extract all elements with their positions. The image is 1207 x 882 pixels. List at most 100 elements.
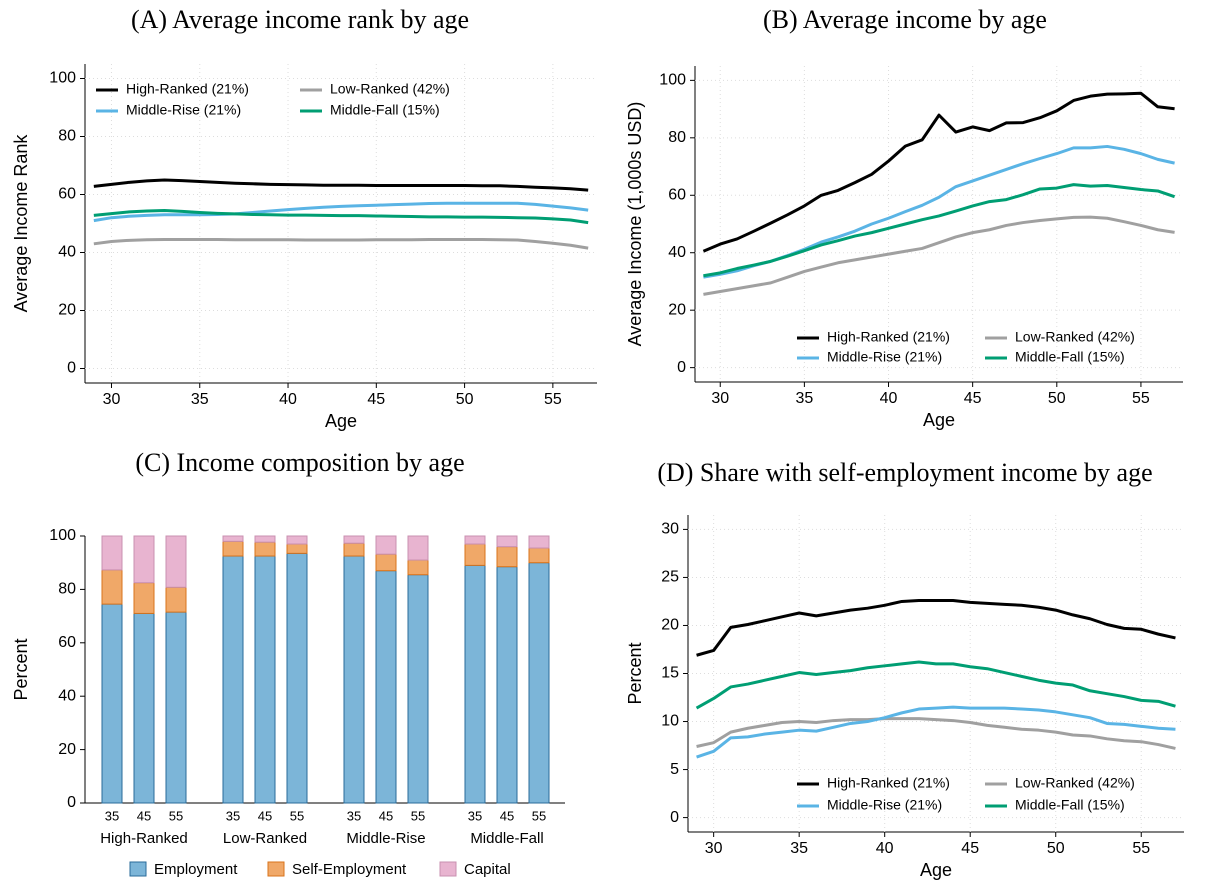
legend-label: Middle-Rise (21%): [827, 349, 942, 365]
series-line: [696, 598, 1176, 657]
x-tick-label: 45: [964, 390, 982, 407]
bar-segment: [286, 535, 308, 545]
x-tick-label: 45: [500, 808, 514, 823]
series-line: [696, 705, 1176, 759]
panel-title: (D) Share with self-employment income by…: [657, 458, 1152, 487]
bar-segment: [496, 535, 518, 548]
bar-segment: [375, 553, 397, 572]
legend-label: Middle-Fall (15%): [1015, 349, 1125, 365]
bar-segment: [343, 542, 365, 557]
legend-swatch: [439, 861, 457, 877]
group-label: Low-Ranked: [223, 830, 307, 847]
legend-label: High-Ranked (21%): [827, 775, 950, 791]
y-tick-label: 100: [659, 72, 686, 89]
bar-segment: [133, 535, 155, 584]
x-axis-title: Age: [923, 410, 955, 430]
group-label: Middle-Rise: [346, 830, 425, 847]
x-tick-label: 55: [532, 808, 546, 823]
legend-swatch: [267, 861, 285, 877]
series-line: [696, 717, 1176, 750]
bar-segment: [165, 586, 187, 613]
bar-segment: [496, 566, 518, 804]
x-tick-label: 55: [1132, 840, 1150, 857]
y-tick-label: 30: [661, 521, 679, 538]
y-tick-label: 40: [58, 687, 76, 704]
legend-label: Middle-Rise (21%): [126, 102, 241, 118]
x-axis-title: Age: [325, 411, 357, 431]
x-tick-label: 50: [1047, 840, 1065, 857]
x-tick-label: 50: [456, 391, 474, 408]
x-tick-label: 50: [1048, 390, 1066, 407]
bar-segment: [528, 535, 550, 549]
y-tick-label: 60: [58, 634, 76, 651]
y-axis-title: Percent: [11, 638, 31, 700]
x-tick-label: 45: [367, 391, 385, 408]
legend-label: High-Ranked (21%): [126, 81, 249, 97]
y-tick-label: 20: [58, 302, 76, 319]
bar-segment: [165, 611, 187, 804]
bar-segment: [375, 570, 397, 804]
series-line: [93, 201, 589, 223]
panel-title: (A) Average income rank by age: [131, 5, 469, 34]
x-tick-label: 55: [544, 391, 562, 408]
legend-label: Middle-Fall (15%): [330, 102, 440, 118]
x-tick-label: 35: [105, 808, 119, 823]
series-line: [93, 178, 589, 192]
y-tick-label: 40: [58, 244, 76, 261]
x-tick-label: 30: [711, 390, 729, 407]
y-tick-label: 0: [677, 359, 686, 376]
y-tick-label: 80: [58, 128, 76, 145]
legend-label: Low-Ranked (42%): [1015, 775, 1135, 791]
bar-segment: [464, 543, 486, 566]
bar-segment: [528, 562, 550, 804]
x-tick-label: 55: [411, 808, 425, 823]
legend-label: Middle-Rise (21%): [827, 797, 942, 813]
bar-segment: [254, 541, 276, 557]
bar-segment: [286, 543, 308, 554]
bar-segment: [101, 535, 123, 571]
bar-segment: [407, 574, 429, 804]
legend-label: High-Ranked (21%): [827, 329, 950, 345]
x-tick-label: 45: [137, 808, 151, 823]
bar-segment: [254, 535, 276, 543]
bar-segment: [222, 540, 244, 557]
series-line: [695, 660, 1176, 710]
x-tick-label: 40: [876, 840, 894, 857]
bar-segment: [343, 555, 365, 804]
group-label: High-Ranked: [100, 830, 188, 847]
legend-label: Middle-Fall (15%): [1015, 797, 1125, 813]
y-tick-label: 20: [661, 617, 679, 634]
series-line: [703, 215, 1175, 296]
bar-segment: [222, 535, 244, 542]
x-tick-label: 55: [290, 808, 304, 823]
y-tick-label: 10: [661, 713, 679, 730]
bar-segment: [254, 555, 276, 804]
bar-segment: [407, 535, 429, 561]
panel-title: (C) Income composition by age: [135, 448, 464, 477]
y-tick-label: 100: [49, 70, 76, 87]
x-tick-label: 55: [1132, 390, 1150, 407]
legend-label: Capital: [464, 861, 511, 878]
x-tick-label: 45: [961, 840, 979, 857]
series-line: [93, 208, 589, 225]
bar-segment: [528, 547, 550, 564]
bar-segment: [464, 564, 486, 804]
bar-segment: [375, 535, 397, 555]
legend-label: Low-Ranked (42%): [1015, 329, 1135, 345]
x-tick-label: 35: [468, 808, 482, 823]
y-axis-title: Average Income (1,000s USD): [625, 102, 645, 347]
y-axis-title: Percent: [625, 642, 645, 704]
legend-label: Employment: [154, 861, 238, 878]
x-tick-label: 35: [795, 390, 813, 407]
legend-label: Low-Ranked (42%): [330, 81, 450, 97]
x-tick-label: 35: [790, 840, 808, 857]
series-line: [703, 183, 1176, 278]
y-tick-label: 15: [661, 665, 679, 682]
y-tick-label: 20: [58, 741, 76, 758]
y-tick-label: 60: [58, 186, 76, 203]
x-tick-label: 45: [379, 808, 393, 823]
x-tick-label: 30: [103, 391, 121, 408]
bar-segment: [286, 552, 308, 804]
series-line: [93, 237, 589, 250]
